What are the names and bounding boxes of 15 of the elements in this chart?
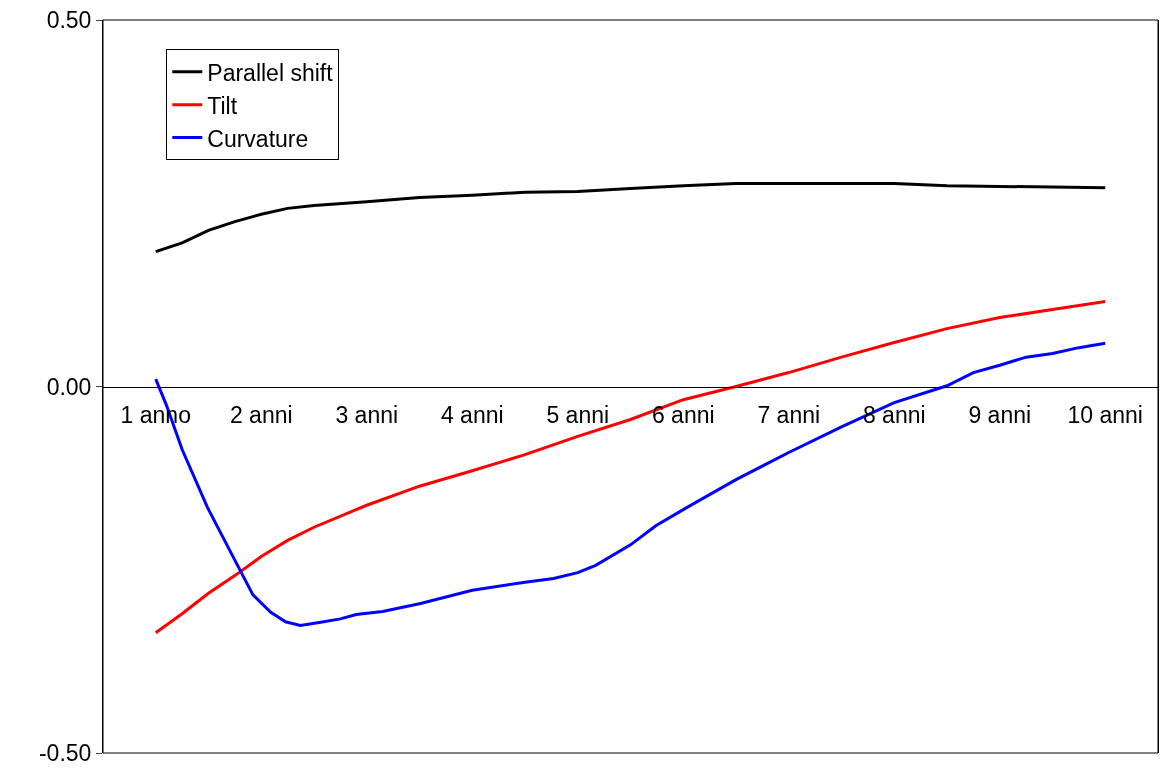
legend-label: Curvature [207, 125, 309, 152]
y-tick-label: 0.00 [46, 373, 92, 400]
y-tick-label: 0.50 [46, 7, 92, 34]
x-tick-label: 2 anni [229, 402, 293, 429]
x-tick-label: 6 anni [651, 402, 715, 429]
x-tick-label: 3 anni [335, 402, 399, 429]
x-tick-label: 4 anni [440, 402, 504, 429]
x-tick-label: 5 anni [546, 402, 610, 429]
legend-label: Parallel shift [207, 59, 334, 86]
x-tick-label: 9 anni [968, 402, 1032, 429]
legend-label: Tilt [207, 92, 238, 119]
x-tick-label: 7 anni [757, 402, 821, 429]
x-tick-label: 10 anni [1067, 402, 1143, 429]
line-series [154, 181, 1107, 254]
y-tick-label: -0.50 [38, 740, 92, 767]
